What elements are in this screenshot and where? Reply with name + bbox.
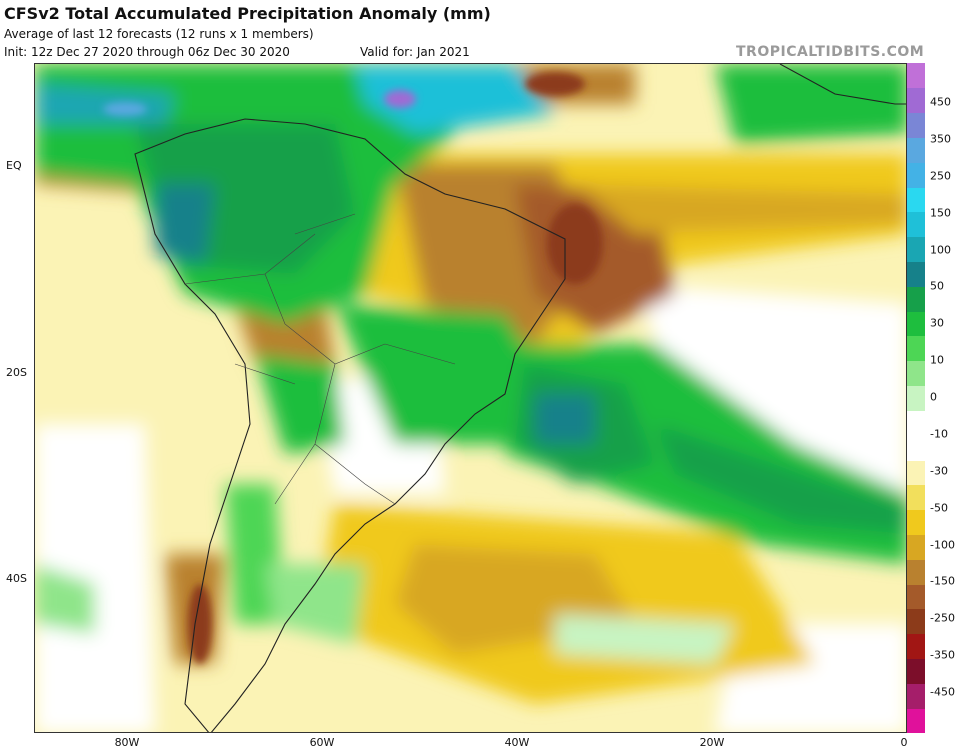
brand-watermark: TROPICALTIDBITS.COM (736, 44, 925, 60)
colorbar-label: -150 (930, 574, 955, 588)
colorbar-label: 30 (930, 316, 944, 330)
colorbar-segment (907, 534, 925, 560)
valid-time: Valid for: Jan 2021 (360, 45, 470, 59)
colorbar-label: 10 (930, 353, 944, 367)
colorbar-segment (907, 410, 925, 436)
coastline (134, 118, 566, 732)
colorbar-segment (907, 211, 925, 238)
lon-label-80w: 80W (114, 736, 140, 749)
colorbar-segment (907, 683, 925, 709)
colorbar (907, 63, 925, 734)
colorbar-segment (907, 187, 925, 213)
colorbar-segment (907, 559, 925, 585)
colorbar-label: 50 (930, 279, 944, 293)
init-time: Init: 12z Dec 27 2020 through 06z Dec 30… (4, 45, 290, 59)
colorbar-segment (907, 435, 925, 461)
colorbar-segment (907, 385, 925, 411)
colorbar-segment (907, 460, 925, 486)
anomaly-field (35, 64, 906, 732)
colorbar-segment (907, 360, 925, 387)
colorbar-label: -450 (930, 685, 955, 699)
colorbar-segment (907, 162, 925, 188)
anomaly-map (34, 63, 907, 733)
colorbar-segment (907, 112, 925, 138)
colorbar-segment (907, 484, 925, 511)
map-subtitle: Average of last 12 forecasts (12 runs x … (4, 27, 314, 41)
colorbar-segment (907, 509, 925, 535)
colorbar-label: 350 (930, 132, 951, 146)
colorbar-label: -10 (930, 427, 948, 441)
colorbar-segment (907, 137, 925, 163)
lat-label-20s: 20S (6, 366, 27, 379)
colorbar-segment (907, 633, 925, 660)
colorbar-segment (907, 63, 925, 89)
colorbar-label: 100 (930, 243, 951, 256)
colorbar-segment (907, 286, 925, 312)
lon-label-60w: 60W (309, 736, 335, 749)
country-borders (184, 213, 456, 505)
colorbar-segment (907, 236, 925, 263)
colorbar-segment (907, 87, 925, 114)
colorbar-label: 250 (930, 169, 951, 183)
colorbar-segment (907, 658, 925, 684)
map-canvas (35, 64, 906, 732)
colorbar-segment (907, 708, 925, 734)
colorbar-segment (907, 335, 925, 362)
lat-label-40s: 40S (6, 572, 27, 585)
anomaly-peaks (103, 72, 603, 664)
colorbar-label: 450 (930, 95, 951, 109)
colorbar-label: -250 (930, 611, 955, 625)
colorbar-label: -50 (930, 501, 948, 515)
colorbar-label: -30 (930, 464, 948, 478)
colorbar-label: 150 (930, 206, 951, 220)
colorbar-label: 0 (930, 390, 937, 404)
colorbar-segment (907, 608, 925, 635)
lon-label-40w: 40W (504, 736, 530, 749)
colorbar-segment (907, 584, 925, 610)
colorbar-label: -100 (930, 538, 955, 551)
africa-coast (779, 64, 906, 105)
colorbar-label: -350 (930, 648, 955, 662)
map-title: CFSv2 Total Accumulated Precipitation An… (4, 4, 491, 23)
lat-label-eq: EQ (6, 159, 22, 172)
lon-label-20w: 20W (699, 736, 725, 749)
colorbar-segment (907, 311, 925, 337)
lon-label-0: 0 (900, 736, 908, 749)
colorbar-segment (907, 261, 925, 287)
